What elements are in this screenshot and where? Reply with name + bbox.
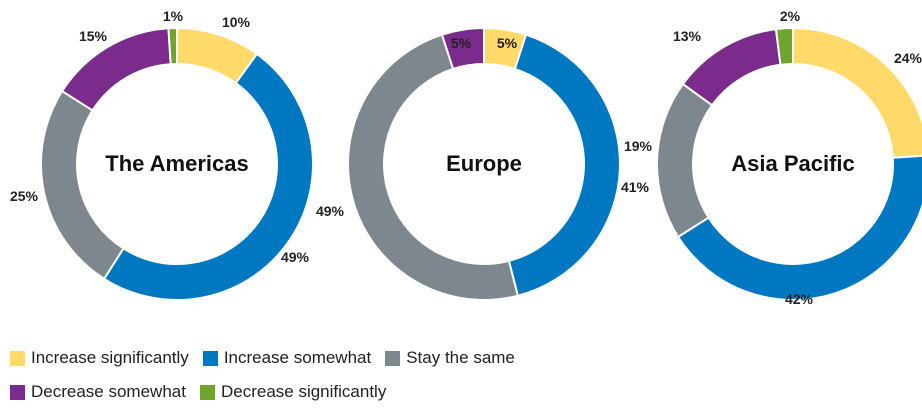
- legend-swatch-increase-somewhat: [202, 350, 218, 366]
- legend-item-increase-somewhat: Increase somewhat: [202, 348, 372, 368]
- value-label-2-stay-the-same: 49%: [316, 203, 345, 219]
- value-label-1-decrease-somewhat: 15%: [79, 28, 108, 44]
- slice-1-increase-somewhat: [102, 52, 314, 301]
- slice-3-stay-the-same: [656, 82, 714, 239]
- slice-2-stay-the-same: [347, 33, 520, 301]
- value-label-1-increase-significantly: 10%: [222, 14, 251, 30]
- legend-label-increase-somewhat: Increase somewhat: [223, 348, 372, 367]
- value-label-3-decrease-somewhat: 13%: [673, 28, 702, 44]
- value-label-3-decrease-significantly: 2%: [780, 8, 801, 24]
- legend-item-stay-the-same: Stay the same: [385, 348, 515, 368]
- legend-label-decrease-significantly: Decrease significantly: [220, 382, 387, 401]
- chart-title-2: Europe: [446, 151, 522, 176]
- legend-item-decrease-somewhat: Decrease somewhat: [10, 382, 186, 402]
- legend-item-decrease-significantly: Decrease significantly: [199, 382, 387, 402]
- value-label-1-stay-the-same: 25%: [10, 188, 39, 204]
- legend-swatch-increase-significantly: [10, 350, 25, 366]
- slice-2-decrease-somewhat: [440, 26, 485, 71]
- legend-swatch-decrease-somewhat: [10, 384, 25, 400]
- value-label-3-increase-significantly: 24%: [894, 50, 922, 66]
- chart-title-1: The Americas: [105, 151, 248, 176]
- legend-row-1: Increase significantly Increase somewhat…: [10, 345, 710, 371]
- value-label-2-decrease-somewhat: 5%: [451, 35, 472, 51]
- donut-charts: 10% 49% 25% 15% 1% The Americas 5% 41% 49% 5% Euro…: [10, 8, 922, 307]
- slice-3-increase-significantly: [792, 26, 922, 159]
- legend-label-stay-the-same: Stay the same: [406, 348, 515, 367]
- slice-3-increase-somewhat: [676, 154, 922, 301]
- value-label-1-increase-somewhat: 49%: [281, 249, 310, 265]
- value-label-1-decrease-significantly: 1%: [163, 8, 184, 24]
- legend-swatch-decrease-significantly: [199, 384, 215, 400]
- legend-label-decrease-somewhat: Decrease somewhat: [31, 382, 186, 401]
- slice-2-increase-somewhat: [507, 33, 621, 297]
- value-label-3-stay-the-same: 19%: [624, 138, 653, 154]
- legend-label-increase-significantly: Increase significantly: [31, 348, 189, 367]
- chart-title-3: Asia Pacific: [731, 151, 855, 176]
- value-label-2-increase-significantly: 5%: [497, 35, 518, 51]
- legend-row-2: Decrease somewhat Decrease significantly: [10, 379, 710, 405]
- legend-swatch-stay-the-same: [385, 350, 401, 366]
- legend: Increase significantly Increase somewhat…: [10, 345, 710, 413]
- legend-item-increase-significantly: Increase significantly: [10, 348, 189, 368]
- slice-1-decrease-significantly: [167, 26, 178, 66]
- value-label-3-increase-somewhat: 42%: [785, 291, 814, 307]
- value-label-2-increase-somewhat: 41%: [621, 179, 650, 195]
- slice-1-stay-the-same: [40, 89, 125, 281]
- slice-3-decrease-significantly: [774, 26, 794, 66]
